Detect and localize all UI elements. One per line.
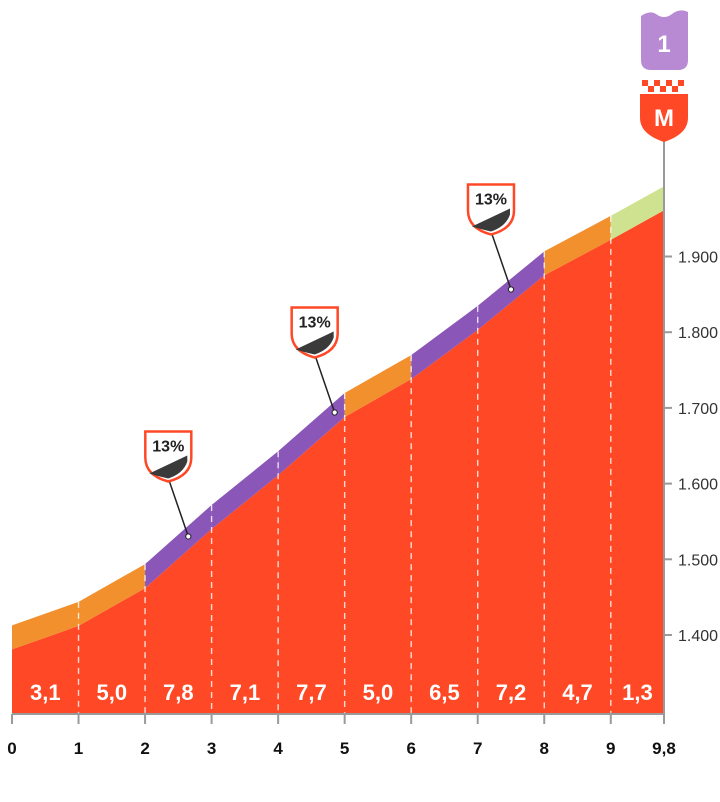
badge-slope-wedge: [149, 455, 188, 479]
y-tick-label: 1.400: [678, 628, 718, 645]
y-tick-label: 1.500: [678, 552, 718, 569]
km-gridline-layer: [77, 215, 612, 714]
finish-badge-shape: [640, 94, 688, 142]
category-label: 1: [657, 31, 670, 58]
x-tick-label: 7: [473, 739, 482, 758]
segment-gradient-label: 7,2: [496, 680, 527, 705]
y-tick-label: 1.900: [678, 250, 718, 267]
axes-layer: [12, 140, 665, 715]
badge-slope-wedge: [471, 208, 510, 232]
segment-gradient-label: 5,0: [97, 680, 128, 705]
badge-label: 13%: [152, 438, 184, 455]
gradient-label-layer: 3,1 5,0 7,8 7,1 7,7 5,0 6,5 7,2 4,7 1,3: [30, 680, 653, 705]
profile-area: [12, 210, 664, 715]
segment-gradient-label: 1,3: [622, 680, 653, 705]
x-tick-label: 1: [74, 739, 83, 758]
x-tick-label: 9,8: [652, 739, 676, 758]
gradient-band-segment: [211, 451, 279, 530]
y-tick-label: 1.700: [678, 401, 718, 418]
y-tick-layer: 1.400 1.500 1.600 1.700 1.800 1.900: [664, 250, 718, 645]
gradient-band-layer: [12, 186, 664, 650]
badge-pointer-dot: [331, 409, 338, 416]
x-tick-label: 8: [540, 739, 549, 758]
segment-gradient-label: 4,7: [562, 680, 593, 705]
segment-gradient-label: 7,1: [230, 680, 261, 705]
gradient-band-segment: [544, 215, 611, 276]
x-tick-layer: 0 1 2 3 4 5 6 7 8 9 9,8: [7, 714, 676, 758]
segment-gradient-label: 6,5: [429, 680, 460, 705]
gradient-band-segment: [411, 305, 478, 380]
steep-gradient-badge: 13%: [290, 306, 339, 359]
gradient-band-segment: [278, 392, 345, 476]
y-tick-label: 1.600: [678, 477, 718, 494]
x-tick-label: 0: [7, 739, 16, 758]
x-tick-label: 5: [340, 739, 349, 758]
badge-pointer-dot: [507, 286, 515, 293]
segment-gradient-label: 7,8: [163, 680, 194, 705]
profile-area-layer: [12, 210, 664, 715]
x-tick-label: 6: [406, 739, 415, 758]
category-badge-shape: [641, 10, 688, 70]
badge-pointer-dot: [185, 533, 192, 540]
gradient-band-segment: [610, 186, 664, 240]
badge-label: 13%: [475, 191, 507, 208]
segment-gradient-label: 7,7: [296, 680, 327, 705]
x-tick-label: 3: [207, 739, 216, 758]
x-tick-label: 2: [140, 739, 149, 758]
badge-slope-wedge: [295, 331, 334, 355]
category-marker: 1: [641, 10, 688, 70]
steep-badge-layer: 13% 13% 13%: [144, 183, 516, 540]
y-tick-label: 1.800: [678, 325, 718, 342]
x-tick-label: 4: [273, 739, 283, 758]
segment-gradient-label: 3,1: [30, 680, 61, 705]
badge-label: 13%: [299, 315, 331, 332]
gradient-band-segment: [344, 355, 412, 417]
x-tick-label: 9: [606, 739, 615, 758]
gradient-band-segment: [78, 564, 146, 626]
finish-marker: M: [640, 80, 688, 142]
gradient-band-segment: [12, 601, 79, 650]
finish-label: M: [654, 105, 674, 132]
steep-gradient-badge: 13%: [466, 183, 516, 236]
gradient-band-segment: [145, 505, 212, 589]
checkered-flag-icon: [642, 80, 684, 92]
steep-gradient-badge: 13%: [144, 430, 193, 483]
segment-gradient-label: 5,0: [363, 680, 394, 705]
